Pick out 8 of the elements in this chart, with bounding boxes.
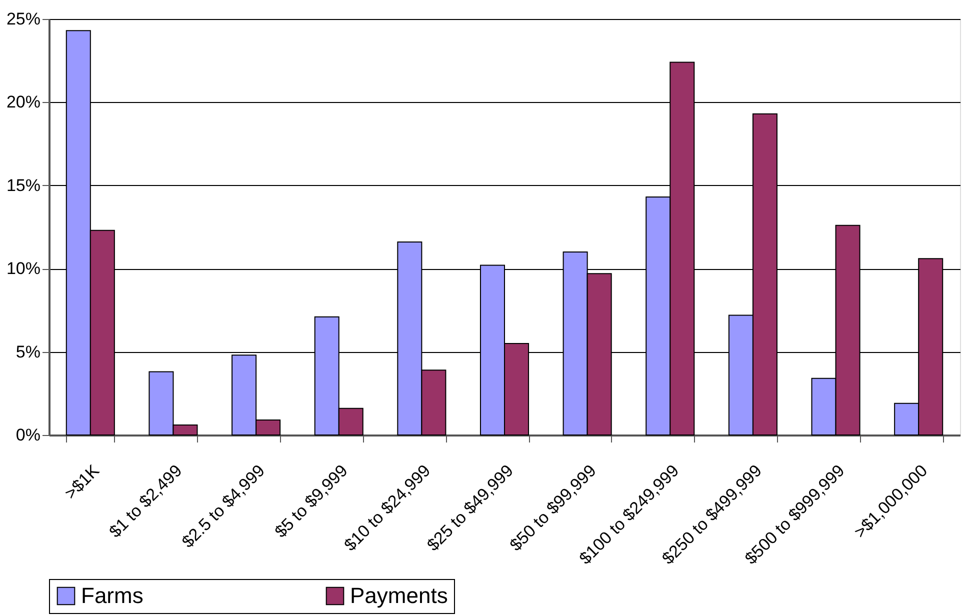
y-tick-label: 0% (16, 426, 40, 444)
y-tick-label: 10% (6, 259, 40, 278)
y-tick-label: 15% (6, 176, 40, 195)
y-tick-label: 25% (6, 10, 40, 28)
y-tick-label: 20% (6, 92, 40, 112)
legend-label: Payments (350, 583, 448, 608)
y-tick-label: 5% (16, 342, 40, 362)
legend-label: Farms (81, 583, 144, 608)
